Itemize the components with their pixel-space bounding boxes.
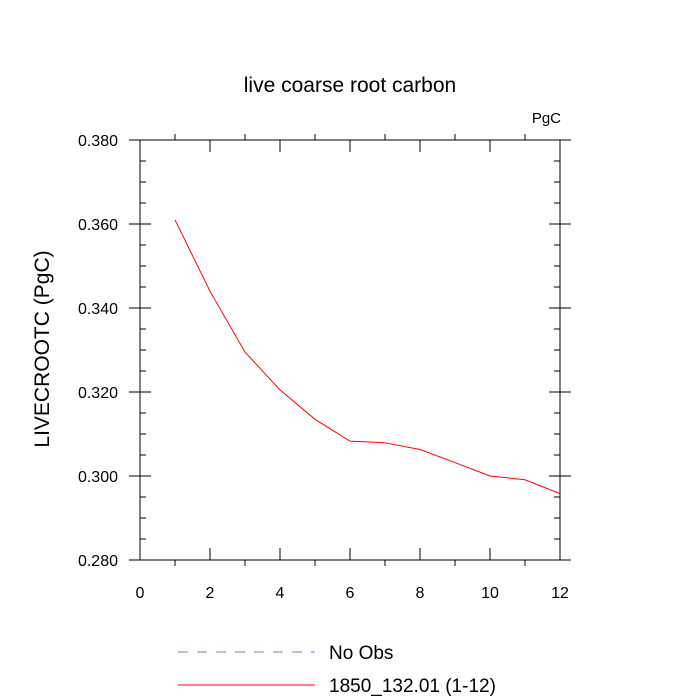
x-tick-label: 6 <box>346 585 355 602</box>
x-tick-label: 12 <box>551 585 569 602</box>
y-tick-label: 0.360 <box>78 217 118 234</box>
x-tick-label: 8 <box>416 585 425 602</box>
plot-frame <box>139 139 561 561</box>
x-tick-label: 4 <box>276 585 285 602</box>
series-line-1 <box>174 219 561 495</box>
x-tick-label: 10 <box>481 585 499 602</box>
y-tick-label: 0.320 <box>78 385 118 402</box>
y-tick-label: 0.340 <box>78 301 118 318</box>
x-tick-label: 0 <box>136 585 145 602</box>
y-tick-label: 0.380 <box>78 133 118 150</box>
y-tick-label: 0.300 <box>78 469 118 486</box>
y-tick-label: 0.280 <box>78 553 118 570</box>
series-lines <box>174 219 561 495</box>
x-tick-label: 2 <box>206 585 215 602</box>
legend: No Obs 1850_132.01 (1-12) <box>178 643 496 697</box>
legend-label-1: 1850_132.01 (1-12) <box>329 676 496 697</box>
chart-title: live coarse root carbon <box>244 74 456 97</box>
units-label: PgC <box>532 110 561 127</box>
y-axis-label: LIVECROOTC (PgC) <box>31 250 54 447</box>
legend-label-0: No Obs <box>329 643 393 664</box>
axis-ticks <box>129 134 571 566</box>
tick-labels: 0 2 4 6 8 10 12 0.280 0.300 0.320 0.340 0.360 0.380 <box>78 133 569 602</box>
